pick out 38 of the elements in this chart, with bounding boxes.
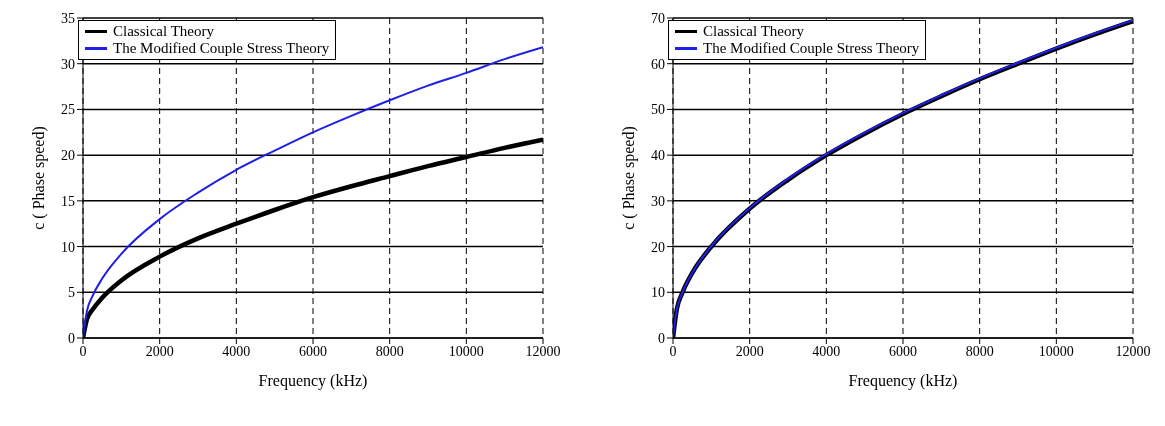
y-tick-label: 5 — [68, 285, 75, 301]
legend-label: The Modified Couple Stress Theory — [703, 40, 920, 57]
x-tick-label: 4000 — [222, 343, 251, 359]
x-tick-label: 6000 — [299, 343, 327, 359]
y-tick-label: 10 — [61, 239, 75, 255]
x-tick-label: 8000 — [965, 343, 994, 359]
x-tick-label: 0 — [669, 343, 677, 359]
legend-label: Classical Theory — [703, 23, 804, 40]
y-tick-label: 25 — [61, 102, 75, 118]
x-tick-label: 8000 — [375, 343, 404, 359]
x-tick-label: 10000 — [448, 343, 484, 359]
y-tick-label: 20 — [651, 239, 665, 255]
y-axis-title: c ( Phase speed) — [619, 126, 638, 230]
y-tick-label: 35 — [61, 10, 75, 26]
x-tick-label: 6000 — [889, 343, 917, 359]
y-tick-label: 10 — [651, 285, 665, 301]
y-tick-label: 50 — [651, 102, 665, 118]
y-tick-label: 30 — [651, 193, 665, 209]
x-tick-label: 2000 — [145, 343, 174, 359]
x-axis-title: Frequency (kHz) — [258, 372, 368, 390]
y-tick-label: 20 — [61, 148, 75, 164]
y-tick-label: 60 — [651, 56, 665, 72]
y-axis-title: c ( Phase speed) — [29, 126, 48, 230]
y-tick-label: 40 — [651, 148, 665, 164]
x-tick-label: 0 — [79, 343, 87, 359]
legend-label: The Modified Couple Stress Theory — [113, 40, 330, 57]
x-tick-label: 12000 — [1115, 343, 1151, 359]
x-tick-label: 10000 — [1038, 343, 1074, 359]
x-tick-label: 12000 — [525, 343, 561, 359]
y-tick-label: 0 — [658, 330, 665, 346]
y-tick-label: 0 — [68, 330, 75, 346]
x-tick-label: 2000 — [735, 343, 764, 359]
x-tick-label: 4000 — [812, 343, 841, 359]
y-tick-label: 30 — [61, 56, 75, 72]
legend-label: Classical Theory — [113, 23, 214, 40]
y-tick-label: 15 — [61, 193, 75, 209]
x-axis-title: Frequency (kHz) — [848, 372, 958, 390]
y-tick-label: 70 — [651, 10, 665, 26]
